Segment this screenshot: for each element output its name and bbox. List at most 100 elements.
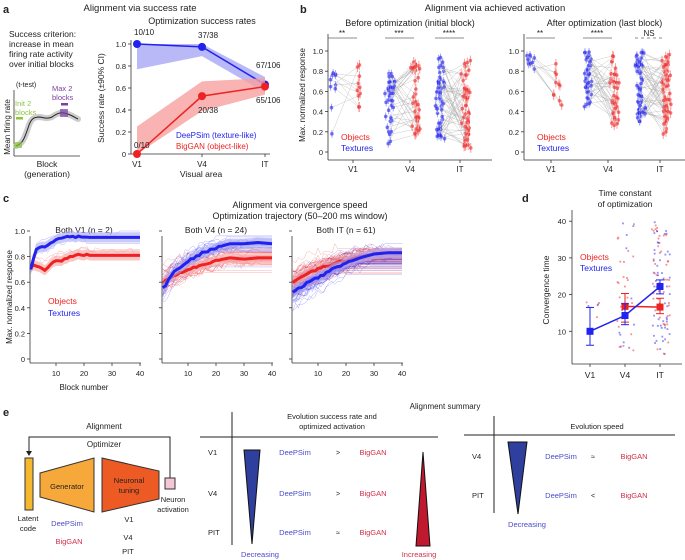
texture-point [639, 56, 644, 60]
object-point [612, 93, 616, 98]
neuronal-tuning-label: tuning [119, 486, 139, 495]
texture-point [637, 110, 642, 115]
convergence-point [633, 223, 635, 226]
convergence-point [656, 230, 658, 233]
pair-line [390, 66, 416, 94]
object-point [663, 54, 668, 59]
convergence-point [667, 341, 670, 344]
pair-line [392, 100, 415, 134]
pair-line [438, 80, 464, 136]
object-point [664, 130, 668, 134]
pair-line [644, 61, 669, 114]
decreasing-triangle [243, 449, 261, 545]
object-point [465, 60, 470, 65]
panel-c-title: Alignment via convergence speed [232, 200, 367, 210]
pair-line [588, 61, 612, 83]
pair-line [639, 66, 664, 113]
texture-point [438, 90, 443, 95]
object-point [355, 88, 360, 93]
y-tick-label: 1.0 [15, 227, 25, 236]
row-area-label: V1 [208, 448, 217, 457]
chart-c-y-label: Max. normalized response [5, 250, 14, 344]
legend-textures: Textures [48, 308, 80, 318]
y-tick-label: 0.4 [313, 108, 323, 117]
object-point [356, 81, 361, 86]
row-area-label: V4 [208, 489, 217, 498]
convergence-point [596, 316, 598, 319]
texture-point [390, 98, 395, 103]
neuron-activation-label: activation [157, 505, 189, 514]
texture-point [435, 111, 440, 116]
ttest-label: (t-test) [16, 82, 36, 89]
convergence-point [618, 331, 621, 334]
texture-point [635, 115, 640, 120]
trajectory-trace [162, 250, 272, 272]
texture-point [440, 114, 444, 119]
mini-x-label: Block [37, 159, 59, 169]
chart-b-title: After optimization (last block) [547, 18, 663, 28]
convergence-point [653, 221, 656, 224]
pair-line [588, 65, 616, 69]
significance-label: **** [591, 29, 603, 38]
pair-line [527, 59, 562, 106]
convergence-point [656, 264, 659, 267]
texture-point [391, 105, 396, 110]
success-criterion-text: Success criterion: [9, 29, 76, 39]
convergence-point [619, 260, 622, 263]
texture-point [639, 77, 644, 82]
convergence-point [652, 258, 655, 261]
pair-line [532, 62, 557, 83]
texture-point [434, 127, 439, 132]
texture-point [438, 55, 443, 60]
texture-point [388, 139, 393, 144]
convergence-point [654, 309, 657, 312]
object-point [667, 52, 672, 57]
generator-block [39, 457, 95, 513]
max-highlight [60, 109, 68, 117]
texture-point [386, 108, 391, 113]
pair-line [644, 108, 667, 129]
convergence-point [628, 346, 631, 349]
convergence-point [666, 278, 668, 281]
pair-line [392, 77, 419, 90]
convergence-point [668, 293, 671, 295]
convergence-point [664, 324, 666, 327]
object-point [669, 102, 673, 107]
convergence-point [597, 303, 599, 306]
convergence-point [653, 252, 656, 255]
convergence-point [666, 323, 669, 326]
convergence-point [662, 320, 665, 323]
x-tick-label: IT [656, 165, 663, 174]
convergence-point [657, 274, 659, 277]
pair-line [637, 64, 664, 101]
row-area-label: PIT [208, 528, 220, 537]
y-tick-label: 0 [515, 148, 519, 157]
area-v1: V1 [124, 515, 133, 524]
object-point [554, 72, 559, 77]
pair-line [585, 78, 615, 105]
pair-line [439, 91, 467, 135]
optimizer-feedback-line [28, 436, 171, 478]
convergence-point [623, 261, 625, 263]
pair-line [390, 86, 418, 118]
pair-line [436, 129, 466, 142]
convergence-point [658, 251, 661, 254]
convergence-point [652, 297, 655, 300]
pair-line [642, 65, 667, 70]
pair-line [589, 98, 618, 104]
trajectory-trace [162, 269, 272, 290]
decreasing-label: Decreasing [241, 550, 279, 559]
pair-line [442, 62, 472, 149]
object-point [666, 97, 670, 102]
texture-point [442, 80, 446, 85]
chart-a-x-label: Visual area [180, 169, 223, 179]
object-point [661, 65, 666, 69]
texture-point [333, 86, 338, 91]
trajectory-trace [162, 235, 272, 275]
pair-line [639, 113, 665, 117]
y-tick-label: 0.6 [313, 87, 323, 96]
convergence-point [663, 232, 666, 235]
texture-point [635, 83, 639, 88]
y-tick-label: 1.0 [509, 47, 519, 56]
pair-line [639, 86, 667, 122]
